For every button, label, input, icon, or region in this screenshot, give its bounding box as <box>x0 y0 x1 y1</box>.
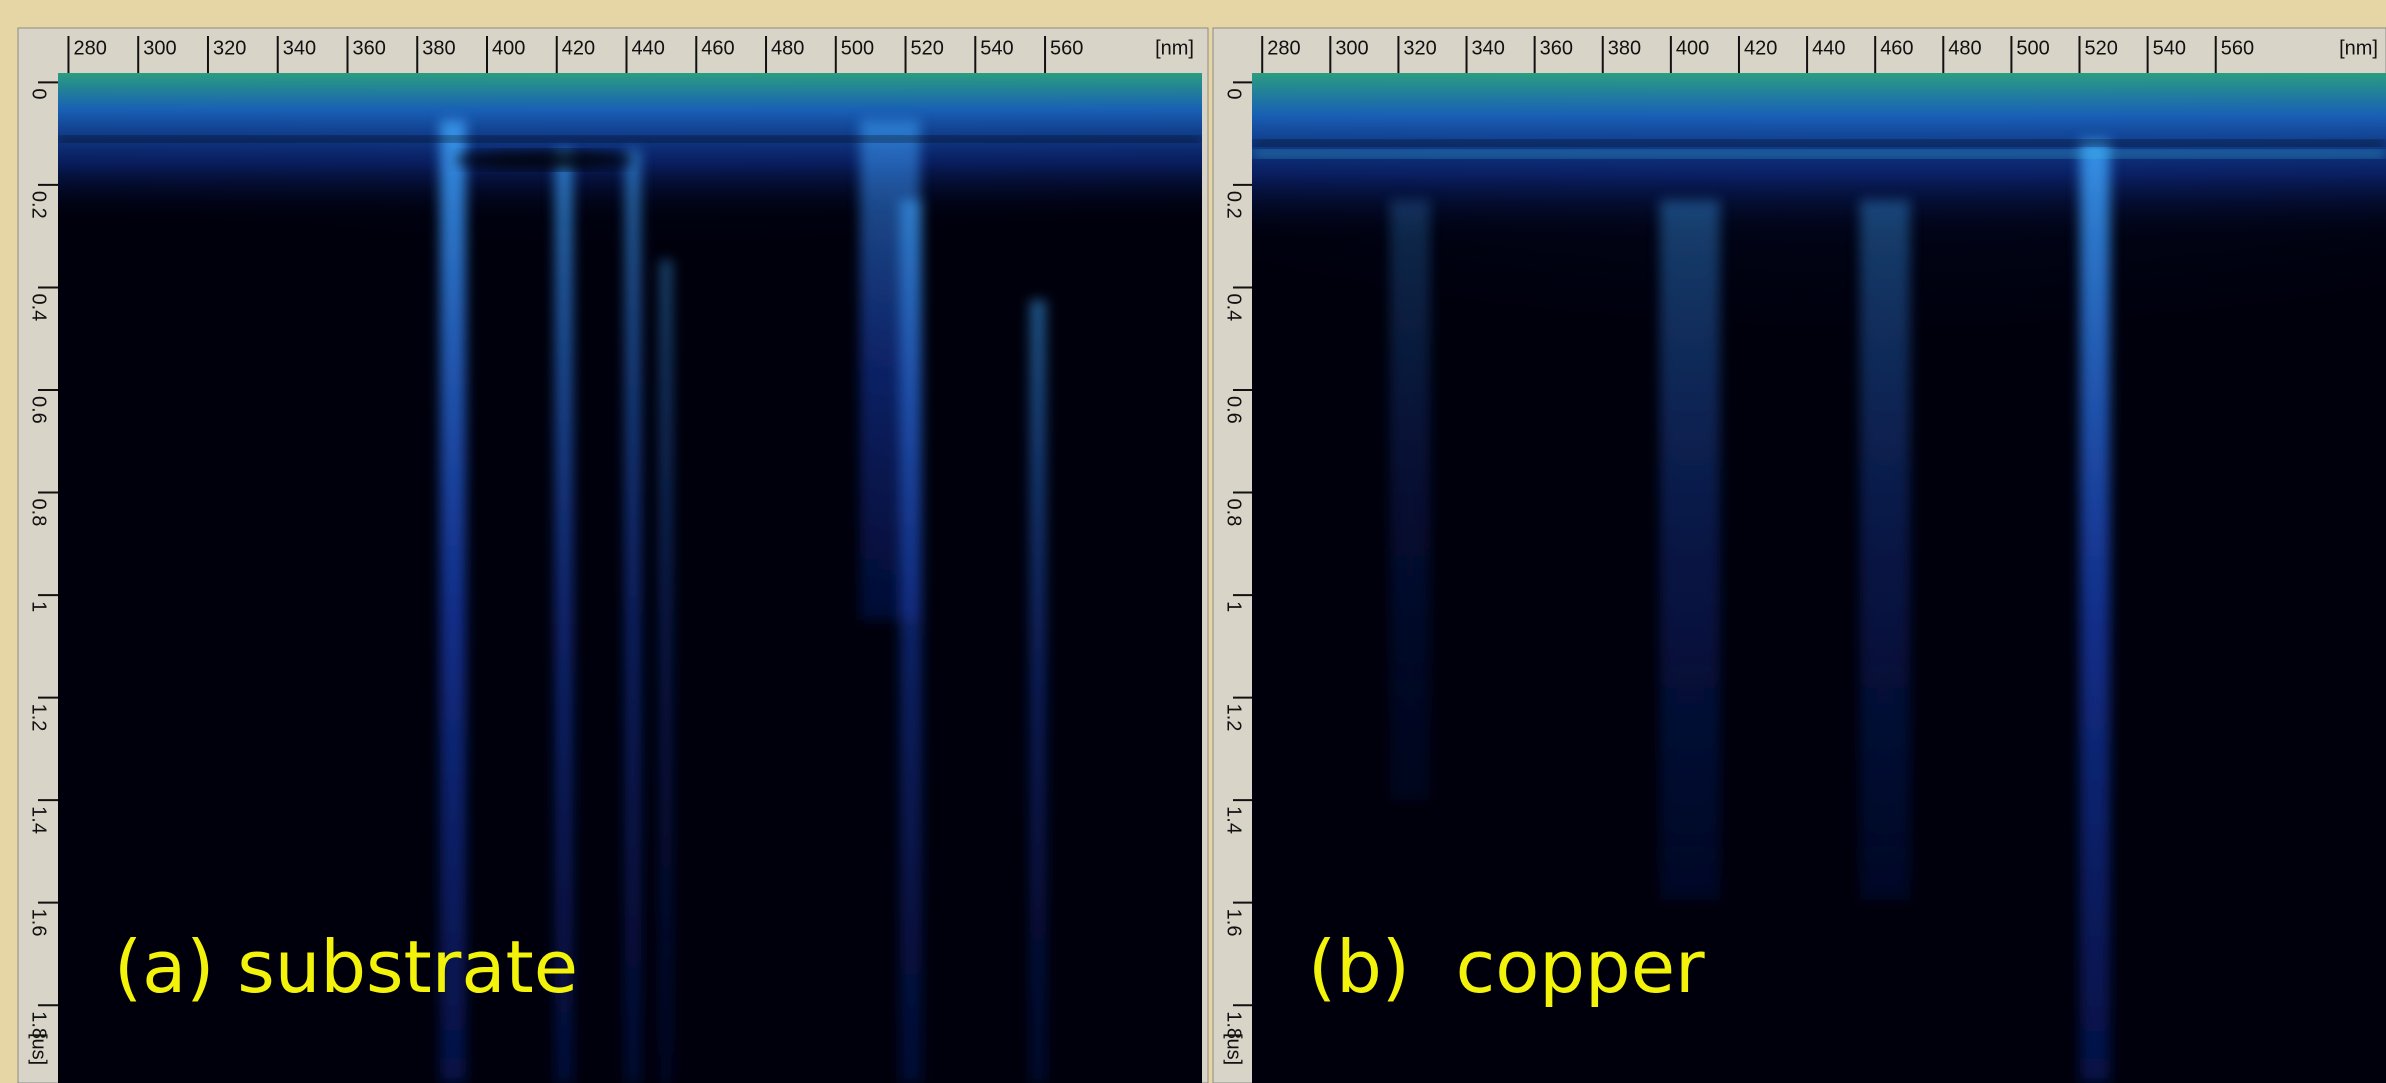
y-tick-label: 0.4 <box>28 293 50 321</box>
streak-image <box>0 0 1340 1083</box>
y-tick-label: 1.2 <box>28 704 50 732</box>
x-tick-label: 480 <box>771 37 804 59</box>
y-tick-label: 0 <box>1223 88 1245 99</box>
x-tick-label: 480 <box>1948 37 1981 59</box>
y-tick-label: 0.8 <box>1223 499 1245 527</box>
x-tick-label: 320 <box>1403 37 1436 59</box>
x-tick-label: 360 <box>1540 37 1573 59</box>
x-tick-label: 440 <box>1812 37 1845 59</box>
x-tick-label: 300 <box>1335 37 1368 59</box>
x-tick-label: 380 <box>1608 37 1641 59</box>
screenshot: 280 300 320 340 360 380 400 420 440 460 480 500 520 5… <box>0 0 2386 1083</box>
y-unit-label: [us] <box>28 1033 50 1065</box>
y-tick-label: 1.6 <box>28 909 50 937</box>
y-tick-label: 0.6 <box>28 396 50 424</box>
panel-label: (a) substrate <box>114 925 578 1009</box>
x-tick-label: 320 <box>213 37 246 59</box>
x-tick-label: 440 <box>632 37 665 59</box>
y-tick-label: 1 <box>28 601 50 612</box>
x-tick-label: 540 <box>980 37 1013 59</box>
x-tick-label: 460 <box>1880 37 1913 59</box>
x-tick-label: 520 <box>911 37 944 59</box>
x-tick-label: 420 <box>1744 37 1777 59</box>
y-tick-label: 0 <box>28 88 50 99</box>
x-tick-label: 360 <box>352 37 385 59</box>
x-tick-label: 500 <box>841 37 874 59</box>
y-tick-label: 1.2 <box>1223 704 1245 732</box>
x-tick-label: 560 <box>2221 37 2254 59</box>
y-tick-label: 1.4 <box>1223 806 1245 834</box>
x-tick-label: 340 <box>1472 37 1505 59</box>
y-tick-label: 0.2 <box>28 191 50 219</box>
x-tick-label: 400 <box>1676 37 1709 59</box>
x-tick-label: 340 <box>283 37 316 59</box>
x-tick-label: 380 <box>422 37 455 59</box>
x-unit-label: [nm] <box>2339 37 2378 59</box>
y-unit-label: [us] <box>1223 1033 1245 1065</box>
y-tick-label: 1.6 <box>1223 909 1245 937</box>
y-tick-label: 1.4 <box>28 806 50 834</box>
y-tick-label: 0.8 <box>28 499 50 527</box>
x-tick-label: 540 <box>2153 37 2186 59</box>
x-tick-label: 420 <box>562 37 595 59</box>
y-tick-label: 1 <box>1223 601 1245 612</box>
x-tick-label: 280 <box>1267 37 1300 59</box>
panel-label: (b) copper <box>1308 925 1705 1009</box>
page: {"chart_data": [ {"type": "streak", "lab… <box>0 0 2386 1083</box>
x-tick-label: 520 <box>2085 37 2118 59</box>
x-tick-label: 500 <box>2016 37 2049 59</box>
x-tick-label: 280 <box>73 37 106 59</box>
y-tick-label: 0.2 <box>1223 191 1245 219</box>
x-tick-label: 460 <box>701 37 734 59</box>
streak-image <box>1100 0 2386 1083</box>
y-tick-label: 0.6 <box>1223 396 1245 424</box>
x-tick-label: 560 <box>1050 37 1083 59</box>
x-unit-label: [nm] <box>1155 37 1194 59</box>
x-tick-label: 300 <box>143 37 176 59</box>
y-tick-label: 0.4 <box>1223 293 1245 321</box>
x-tick-label: 400 <box>492 37 525 59</box>
